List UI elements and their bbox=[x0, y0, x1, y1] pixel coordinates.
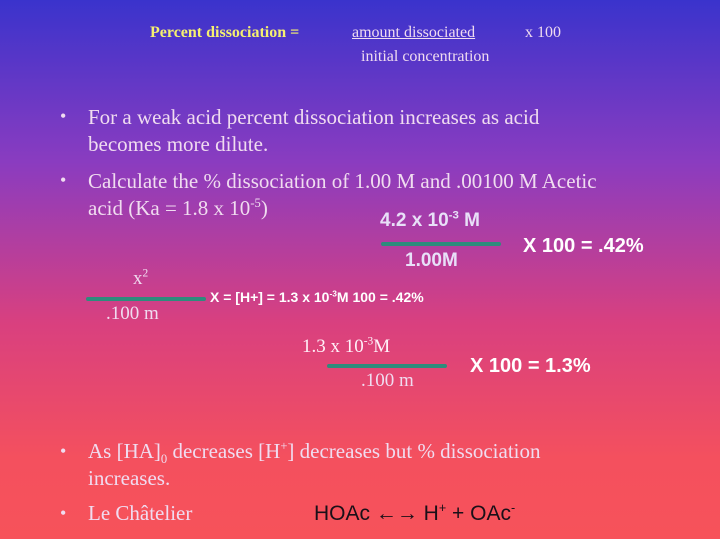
bullet-3-line1: As [HA]0 decreases [H+] decreases but % … bbox=[88, 439, 541, 467]
calc2-denominator: .100 m bbox=[106, 303, 159, 324]
equilibrium-equation: HOAc ←→ H+ + OAc- bbox=[314, 501, 516, 525]
bullet-1-line1: For a weak acid percent dissociation inc… bbox=[88, 105, 540, 129]
bullet-icon: • bbox=[60, 441, 67, 461]
fraction-bar bbox=[381, 242, 501, 246]
calc2-equation: X = [H+] = 1.3 x 10-3M 100 = .42% bbox=[210, 288, 424, 305]
title-times: x 100 bbox=[525, 24, 561, 41]
bullet-2-line2: acid (Ka = 1.8 x 10-5) bbox=[88, 196, 268, 220]
calc3-denominator: .100 m bbox=[361, 370, 414, 391]
calc1-result: X 100 = .42% bbox=[523, 235, 644, 257]
calc1-numerator: 4.2 x 10-3 M bbox=[380, 209, 480, 231]
title-label: Percent dissociation = bbox=[150, 24, 300, 41]
title-denominator: initial concentration bbox=[361, 48, 490, 65]
bullet-1-line2: becomes more dilute. bbox=[88, 132, 269, 156]
calc2-numerator: x2 bbox=[133, 267, 149, 289]
bullet-icon: • bbox=[60, 170, 67, 190]
bullet-icon: • bbox=[60, 503, 67, 523]
calc1-denominator: 1.00M bbox=[405, 250, 458, 271]
calc3-result: X 100 = 1.3% bbox=[470, 355, 591, 377]
bullet-icon: • bbox=[60, 106, 67, 126]
bullet-4-line1: Le Châtelier bbox=[88, 501, 193, 525]
calc3-numerator: 1.3 x 10-3M bbox=[302, 335, 391, 357]
equilibrium-arrow-icon: ←→ bbox=[375, 502, 418, 525]
title-numerator: amount dissociated bbox=[352, 24, 476, 41]
fraction-bar bbox=[327, 364, 447, 368]
bullet-2-line1: Calculate the % dissociation of 1.00 M a… bbox=[88, 169, 597, 193]
bullet-3-line2: increases. bbox=[88, 466, 171, 490]
fraction-bar bbox=[86, 297, 206, 301]
